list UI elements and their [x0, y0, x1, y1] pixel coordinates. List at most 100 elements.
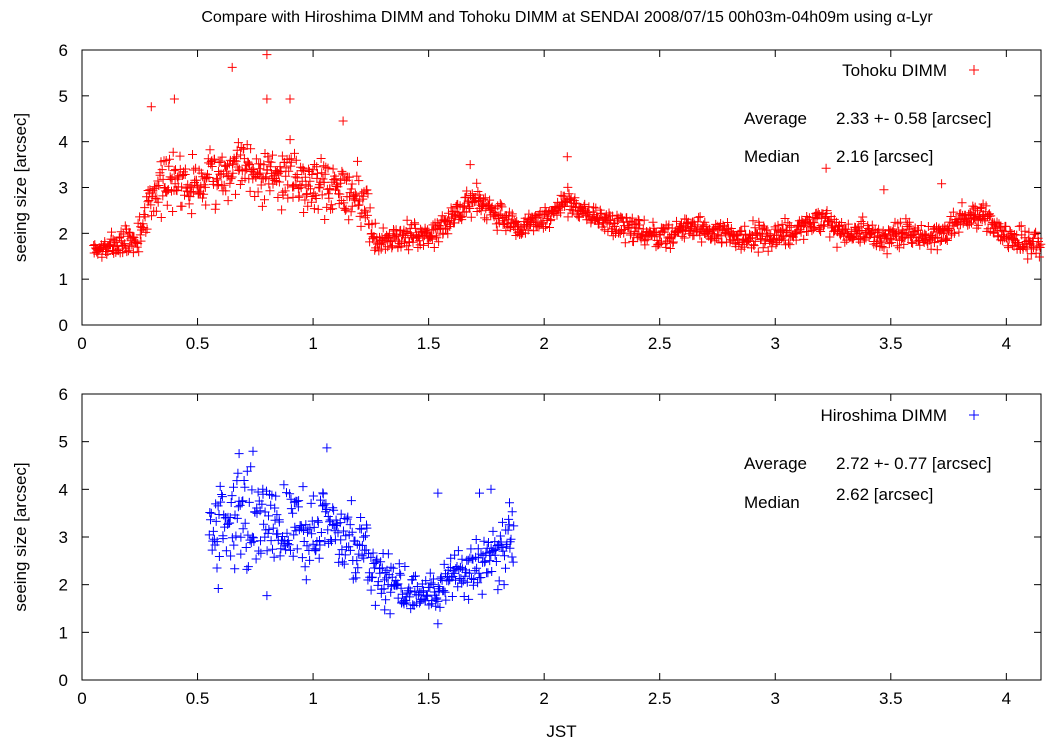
data-point — [853, 223, 863, 233]
data-point — [365, 203, 375, 213]
data-point — [791, 235, 801, 245]
x-tick-label: 1.5 — [417, 334, 441, 353]
data-point — [221, 546, 231, 556]
data-point — [1034, 252, 1044, 262]
data-point — [489, 546, 499, 555]
data-point — [158, 174, 168, 184]
data-point — [322, 443, 332, 453]
data-point — [905, 221, 915, 231]
y-axis-label: seeing size [arcsec] — [11, 113, 30, 262]
median-value: 2.62 [arcsec] — [836, 485, 933, 504]
data-point — [763, 246, 773, 256]
data-point — [635, 220, 645, 230]
data-point — [283, 535, 293, 545]
data-point — [278, 190, 288, 200]
data-point — [288, 551, 298, 561]
data-point — [244, 158, 254, 168]
data-point — [229, 540, 239, 550]
data-point — [135, 230, 145, 240]
data-point — [240, 482, 250, 492]
data-point — [377, 563, 387, 573]
x-tick-label: 0 — [77, 689, 86, 708]
data-point — [286, 504, 296, 514]
data-point — [306, 197, 316, 207]
data-point — [309, 160, 319, 169]
data-point — [263, 152, 273, 162]
data-point — [529, 226, 539, 236]
data-point — [251, 554, 261, 564]
data-point — [205, 508, 215, 517]
data-point — [453, 199, 463, 209]
data-point — [205, 145, 215, 155]
data-point — [476, 549, 486, 559]
y-tick-label: 1 — [59, 623, 68, 642]
data-point — [300, 195, 310, 205]
data-point — [180, 164, 190, 174]
data-point — [289, 530, 299, 540]
data-point — [259, 160, 269, 170]
data-point — [616, 212, 626, 222]
data-point — [289, 182, 299, 192]
data-point — [443, 229, 453, 239]
data-point — [352, 171, 362, 181]
data-point — [153, 197, 163, 207]
y-tick-label: 6 — [59, 41, 68, 60]
data-point — [700, 217, 710, 227]
data-point — [359, 553, 369, 563]
data-point — [361, 545, 371, 555]
series-points — [89, 50, 1046, 264]
series-points — [204, 443, 519, 629]
data-point — [301, 575, 311, 585]
data-point — [935, 237, 945, 246]
data-point — [344, 215, 354, 225]
data-point — [303, 525, 313, 535]
data-point — [767, 242, 777, 252]
data-point — [646, 230, 656, 240]
data-point — [492, 225, 502, 235]
data-point — [168, 207, 178, 216]
data-point — [957, 198, 967, 208]
data-point — [523, 225, 533, 235]
data-point — [1004, 243, 1013, 253]
data-point — [497, 202, 507, 212]
data-point — [213, 501, 223, 511]
data-point — [221, 161, 230, 171]
data-point — [177, 182, 187, 192]
data-point — [545, 223, 554, 232]
data-point — [740, 221, 750, 231]
data-point — [739, 242, 749, 252]
data-point — [333, 528, 343, 538]
data-point — [777, 219, 787, 229]
data-point — [451, 575, 460, 585]
data-point — [262, 591, 272, 601]
legend-marker — [969, 65, 979, 75]
data-point — [236, 549, 246, 559]
data-point — [281, 545, 291, 555]
data-point — [541, 207, 551, 217]
data-point — [710, 236, 720, 246]
data-point — [245, 186, 255, 196]
data-point — [238, 524, 248, 534]
data-point — [977, 203, 986, 213]
data-point — [210, 204, 220, 214]
data-point — [466, 212, 476, 222]
data-point — [1013, 238, 1022, 247]
data-point — [300, 562, 310, 572]
data-point — [154, 181, 164, 190]
data-point — [402, 215, 412, 225]
data-point — [749, 241, 759, 251]
data-point — [216, 497, 226, 507]
data-point — [210, 154, 219, 164]
legend-label: Hiroshima DIMM — [820, 406, 947, 425]
data-point — [491, 544, 501, 554]
data-point — [668, 238, 678, 248]
data-point — [453, 208, 463, 218]
data-point — [858, 212, 868, 222]
data-point — [941, 234, 950, 244]
data-point — [735, 227, 745, 236]
data-point — [353, 156, 362, 166]
data-point — [540, 203, 550, 213]
data-point — [485, 556, 495, 566]
data-point — [368, 548, 378, 558]
data-point — [497, 543, 507, 552]
